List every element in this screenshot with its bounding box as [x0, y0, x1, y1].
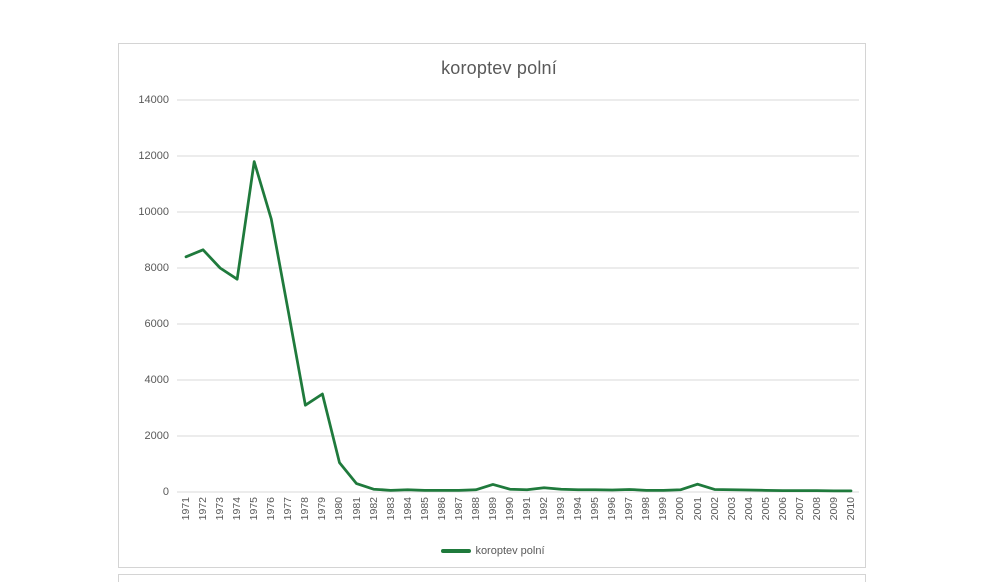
series-line	[184, 160, 853, 493]
x-axis-tick-label: 1995	[589, 497, 602, 521]
x-axis-tick-label: 2008	[810, 497, 823, 521]
x-axis-tick-label: 2010	[845, 497, 857, 521]
x-axis-tick-label: 1982	[367, 497, 380, 521]
y-axis-tick-label: 12000	[138, 150, 169, 162]
x-axis-tick-label: 1975	[248, 497, 261, 521]
x-axis-tick-label: 2001	[691, 497, 704, 521]
x-axis-tick-label: 1981	[350, 497, 363, 521]
gridlines	[177, 99, 859, 493]
x-axis-tick-label: 1984	[401, 497, 414, 521]
chart-title: koroptev polní	[441, 58, 557, 78]
x-axis-tick-label: 1996	[606, 497, 619, 521]
x-axis-tick-label: 1985	[418, 497, 431, 521]
x-axis-tick-label: 1993	[555, 497, 568, 521]
x-axis-tick-label: 2006	[776, 497, 789, 521]
x-axis-tick-label: 2000	[674, 497, 687, 521]
x-axis-tick-label: 1987	[452, 497, 465, 521]
x-axis-tick-label: 2004	[742, 497, 755, 521]
x-axis-tick-label: 1999	[657, 497, 670, 521]
y-axis-tick-label: 6000	[144, 318, 169, 330]
x-axis-tick-label: 1979	[316, 497, 329, 521]
y-axis-tick-label: 14000	[138, 94, 169, 106]
y-axis-tick-label: 10000	[138, 206, 169, 218]
x-axis-tick-label: 1998	[640, 497, 653, 521]
legend-label: koroptev polní	[475, 545, 545, 557]
x-axis-tick-label: 1977	[282, 497, 295, 521]
x-axis-tick-label: 1990	[503, 497, 516, 521]
x-axis-tick-label: 1978	[299, 497, 312, 521]
x-axis-tick-label: 1986	[435, 497, 448, 521]
x-axis-tick-label: 1988	[469, 497, 482, 521]
x-axis-tick-label: 1997	[623, 497, 636, 521]
chart-panel: koroptev polní 0 2000 4000 6000 8000 10000 120…	[118, 43, 866, 568]
legend: koroptev polní	[119, 543, 867, 559]
x-axis-tick-label: 1989	[486, 497, 499, 521]
x-axis-tick-label: 1976	[265, 497, 278, 521]
x-axis-tick-label: 1972	[197, 497, 210, 521]
y-axis-tick-label: 2000	[144, 430, 169, 442]
x-axis-tick-label: 1994	[572, 497, 585, 521]
x-axis-tick-label: 1992	[538, 497, 551, 521]
x-axis-tick-label: 1971	[180, 497, 192, 521]
x-axis-tick-label: 2005	[759, 497, 772, 521]
x-axis-tick-label: 2009	[827, 497, 840, 521]
x-axis-tick-label: 1973	[214, 497, 227, 521]
y-axis-tick-label: 8000	[144, 262, 169, 274]
chart-svg	[177, 99, 859, 493]
y-axis-tick-label: 4000	[144, 374, 169, 386]
x-axis-tick-label: 2007	[793, 497, 806, 521]
x-axis-tick-label: 2003	[725, 497, 738, 521]
x-axis-tick-label: 1980	[333, 497, 346, 521]
next-chart-panel-edge	[118, 574, 866, 582]
legend-line-marker-icon	[441, 549, 472, 553]
x-axis-tick-label: 1974	[231, 497, 244, 521]
y-axis-tick-label: 0	[162, 486, 169, 498]
x-axis-tick-label: 1991	[521, 497, 534, 521]
x-axis-tick-label: 1983	[384, 497, 397, 521]
x-axis-tick-label: 2002	[708, 497, 721, 521]
